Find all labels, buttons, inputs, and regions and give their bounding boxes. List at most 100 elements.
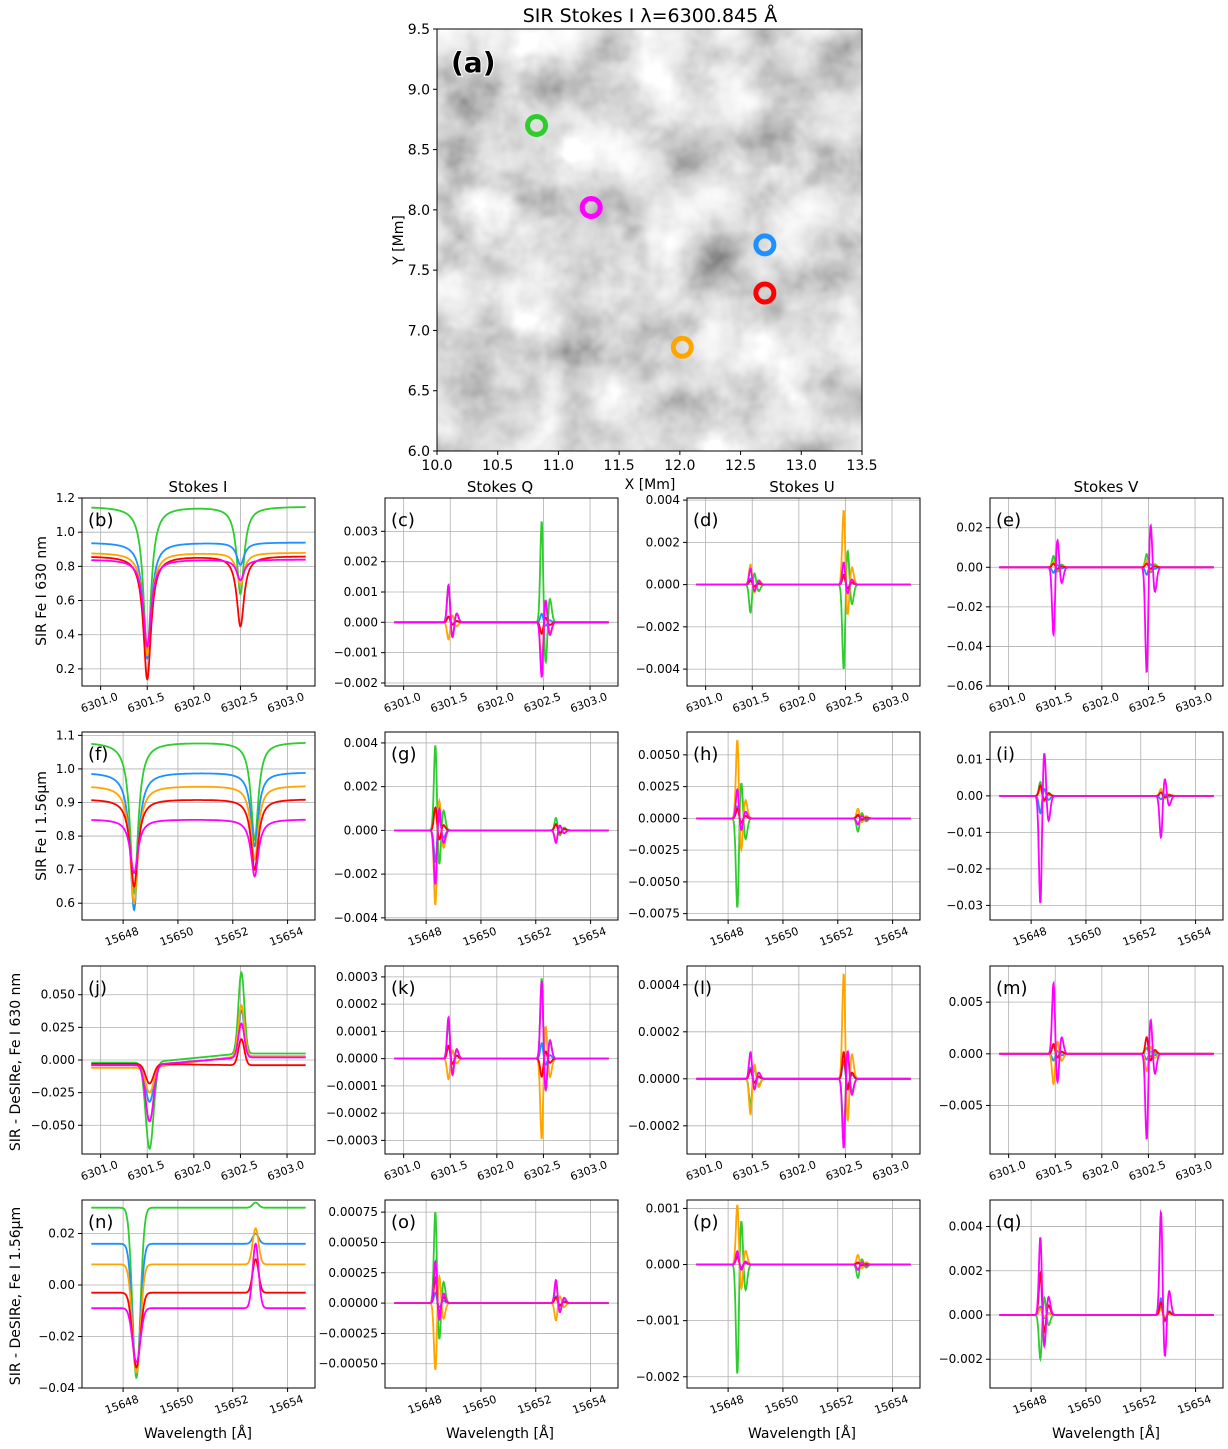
plot-frame [384,731,619,921]
x-tick-label: 6302.5 [522,690,563,715]
y-tick-label: −0.01 [946,825,983,839]
chart-panel-c: 6301.0 6301.5 6302.0 6302.5 6303.0 −0.002 −0.0… [334,497,619,715]
map-y-tick-label: 9.5 [408,22,430,38]
x-tick-label: 6302.0 [475,690,516,715]
panel-label: (o) [391,1212,416,1233]
series-line-magenta [999,1209,1214,1357]
x-tick-label: 6301.5 [1034,690,1075,715]
y-tick-label: 0.00075 [328,1205,378,1219]
map-y-tick-label: 6.0 [408,444,430,460]
plot-area [687,732,920,920]
map-marker-orange [670,335,694,359]
map-x-tick-label: 10.5 [482,458,513,474]
panel-label: (d) [693,510,718,531]
y-tick-label: −0.002 [636,620,680,634]
map-y-tick-label: 7.0 [408,323,430,339]
chart-panel-g: 15648 15650 15652 15654 −0.004 −0.002 0.000 0.0… [334,731,619,949]
plot-area [82,732,315,920]
chart-panel-p: 15648 15650 15652 15654 −0.002 −0.001 0.000 0.0… [636,1199,921,1417]
y-tick-label: 0.0002 [336,997,378,1011]
x-tick-label: 6302.0 [172,690,213,715]
plot-area [687,966,920,1154]
map-x-tick-label: 12.0 [664,458,695,474]
y-tick-label: 0.7 [56,863,75,877]
x-tick-label: 6302.5 [219,1158,260,1183]
x-tick-label: 15654 [873,1393,910,1417]
series-line-red [91,1258,306,1369]
y-tick-label: 0.01 [956,752,983,766]
x-tick-label: 15652 [213,925,250,949]
map-x-tick-label: 10.0 [421,458,452,474]
y-tick-label: 0.004 [646,493,680,507]
y-tick-label: 0.002 [646,535,680,549]
y-tick-label: 0.000 [344,823,378,837]
y-tick-label: 0.00000 [328,1296,378,1310]
chart-panel-e: 6301.0 6301.5 6302.0 6302.5 6303.0 −0.06 −0.04… [946,497,1224,715]
chart-panel-d: 6301.0 6301.5 6302.0 6302.5 6303.0 −0.004 −0.0… [636,493,921,715]
y-tick-label: 0.001 [344,585,378,599]
y-tick-label: 0.4 [56,628,75,642]
plot-area [385,732,618,920]
series-line-blue [91,541,306,660]
map-title: SIR Stokes I λ=6300.845 Å [523,4,778,27]
series-line-magenta [696,787,911,832]
plot-frame [686,731,921,921]
y-tick-label: 0.025 [41,1020,75,1034]
panel-label: (q) [996,1212,1021,1233]
panel-label: (c) [391,510,415,531]
plot-area [385,1200,618,1388]
x-tick-label: 15652 [516,925,553,949]
y-tick-label: 0.002 [344,555,378,569]
x-tick-label: 6301.5 [126,690,167,715]
map-y-tick-label: 7.5 [408,263,430,279]
series-line-orange [91,1227,306,1374]
x-tick-label: 15654 [571,1393,608,1417]
y-tick-label: 1.2 [56,491,75,505]
series-line-green [91,970,306,1151]
row-label-3: SIR - DeSIRe, Fe I 630 nm [8,973,24,1151]
series-line-orange [91,552,306,657]
y-tick-label: −0.004 [334,911,378,925]
x-tick-label: 15650 [763,925,800,949]
plot-area [990,732,1223,920]
plot-frame [384,1199,619,1389]
x-tick-label: 6302.5 [1127,1158,1168,1183]
x-tick-label: 15648 [1011,1393,1048,1417]
y-tick-label: −0.04 [946,639,983,653]
y-tick-label: 0.000 [949,1047,983,1061]
panel-label: (h) [693,744,718,765]
panel-label: (b) [88,510,113,531]
x-tick-label: 15652 [818,1393,855,1417]
x-tick-label: 15654 [268,1393,305,1417]
y-tick-label: −0.0002 [628,1119,680,1133]
x-tick-label: 15648 [406,1393,443,1417]
x-tick-label: 15654 [1176,925,1213,949]
y-tick-label: 0.9 [56,796,75,810]
y-tick-label: 0.8 [56,829,75,843]
x-tick-label: 6301.5 [1034,1158,1075,1183]
x-tick-label: 15652 [516,1393,553,1417]
y-tick-label: 0.002 [949,1264,983,1278]
y-tick-label: −0.00050 [318,1357,378,1371]
y-tick-label: −0.02 [38,1329,75,1343]
map-panel: SIR Stokes I λ=6300.845 Å (a) X [Mm] Y [… [391,4,878,493]
y-tick-label: 0.00 [956,789,983,803]
series-line-red [91,798,306,888]
plot-frame [989,497,1224,687]
y-tick-label: 0.0004 [638,978,680,992]
plot-frame [989,1199,1224,1389]
x-tick-label: 6303.0 [871,690,912,715]
plot-area [82,1200,315,1388]
panel-label: (e) [996,510,1021,531]
x-tick-label: 15648 [406,925,443,949]
y-tick-label: 0.00050 [328,1235,378,1249]
plot-area [990,966,1223,1154]
x-label-col-1: Wavelength [Å] [144,1425,252,1442]
y-tick-label: 0.6 [56,594,75,608]
plot-frame [686,1199,921,1389]
series-line-magenta [999,980,1214,1140]
map-x-label: X [Mm] [625,477,676,493]
x-tick-label: 15652 [1121,1393,1158,1417]
series-line-magenta [394,806,609,885]
x-tick-label: 6301.5 [731,690,772,715]
